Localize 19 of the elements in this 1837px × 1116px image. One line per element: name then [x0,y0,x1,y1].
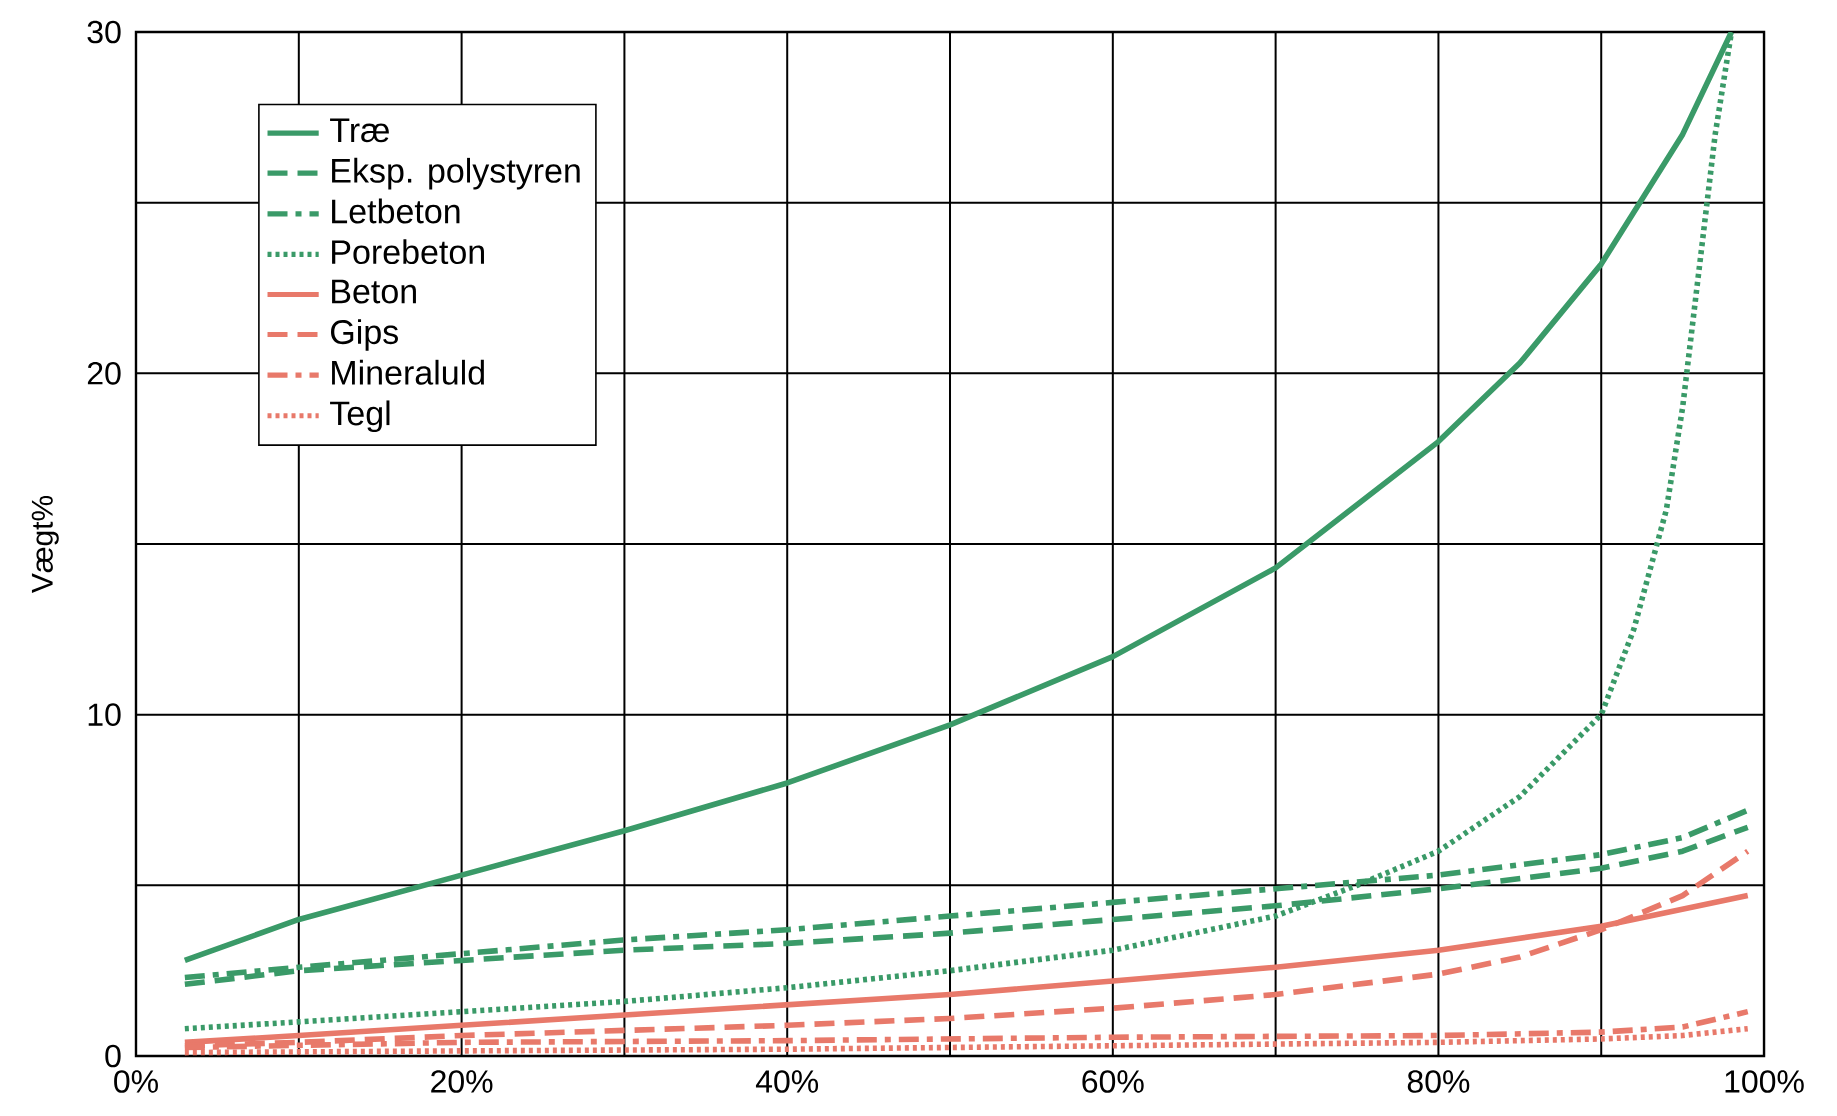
legend-label: Letbeton [332,198,460,224]
y-tick-label: 20 [87,362,121,385]
x-tick-label: 80% [1407,1070,1470,1093]
y-tick-label: 0 [105,1044,121,1068]
legend-label: Træ [330,118,389,143]
legend-label: Porebeton [332,239,484,265]
legend-label: Gips [331,319,398,351]
y-axis-title: Vægt% [31,495,59,594]
legend-label: Eksp. polystyren [332,157,580,190]
x-tick-label: 0% [114,1070,158,1093]
x-tick-label: 60% [1082,1070,1144,1093]
legend-label: Mineraluld [332,359,484,385]
legend-label: Beton [332,279,416,304]
x-tick-label: 40% [755,1070,819,1093]
x-tick-label: 100% [1725,1070,1804,1093]
legend-label: Tegl [330,400,390,433]
y-tick-label: 30 [87,20,121,44]
x-tick-label: 20% [431,1070,493,1093]
y-tick-label: 10 [88,703,121,726]
